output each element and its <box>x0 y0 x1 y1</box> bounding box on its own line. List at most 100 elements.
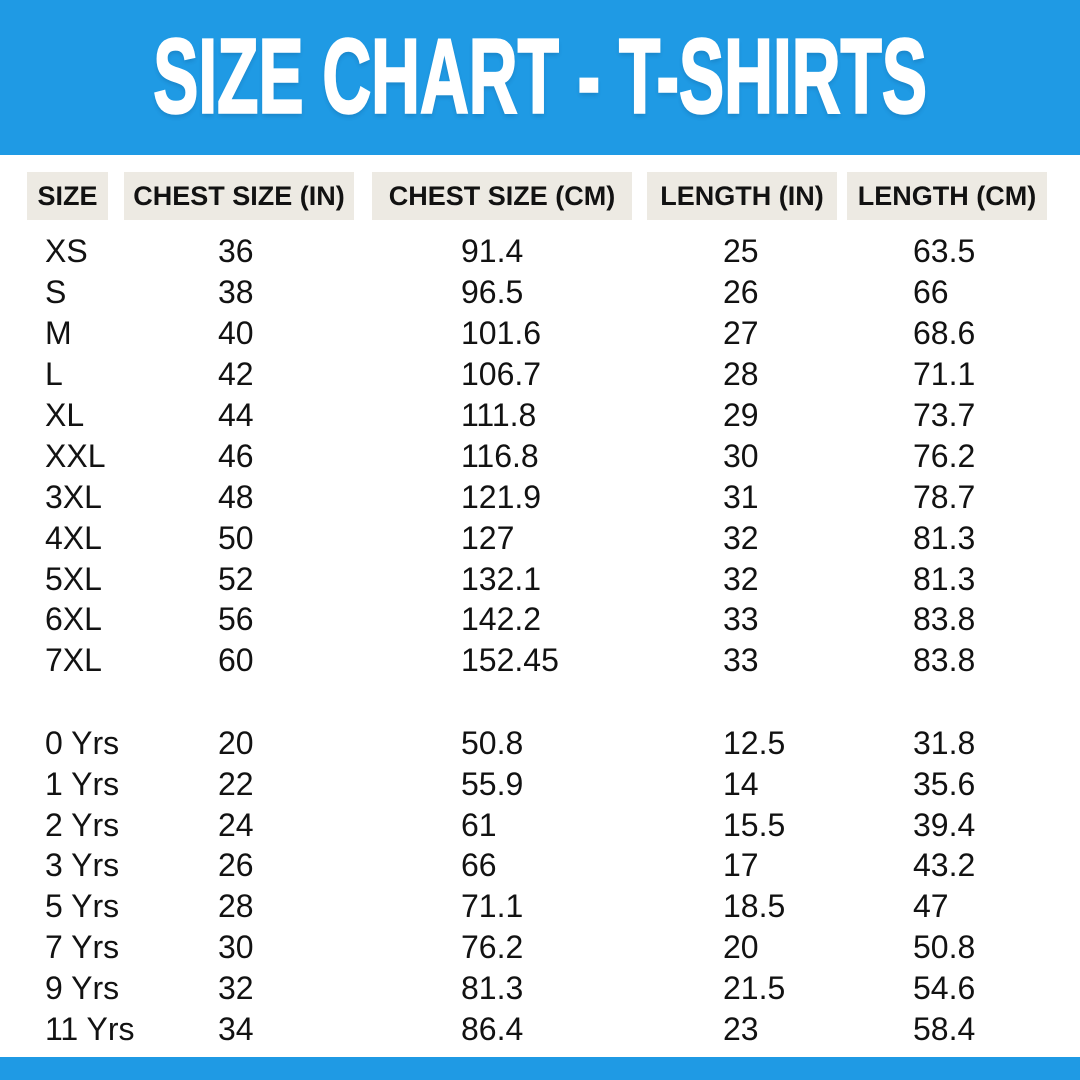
table-cell-chest-in: 44 <box>218 396 254 433</box>
table-cell-length-in: 21.5 <box>723 969 786 1006</box>
adult-sizes-section: XS 36 91.4 25 63.5 S 38 96.5 26 66 M 40 … <box>0 232 1080 682</box>
column-header-length-in: LENGTH (IN) <box>647 172 837 220</box>
table-cell-chest-in: 20 <box>218 724 254 761</box>
table-cell-size: XS <box>45 233 88 270</box>
table-cell-length-in: 27 <box>723 314 759 351</box>
table-cell-length-cm: 39.4 <box>913 806 976 843</box>
table-cell-length-in: 30 <box>723 437 759 474</box>
table-cell-chest-cm: 132.1 <box>461 560 542 597</box>
table-cell-chest-cm: 127 <box>461 519 515 556</box>
table-cell-length-cm: 54.6 <box>913 969 976 1006</box>
table-cell-size: M <box>45 314 72 351</box>
table-row: S 38 96.5 26 66 <box>0 273 1080 314</box>
table-row: 1 Yrs 22 55.9 14 35.6 <box>0 764 1080 805</box>
table-cell-length-cm: 83.8 <box>913 642 976 679</box>
table-cell-chest-in: 22 <box>218 765 254 802</box>
table-cell-length-in: 14 <box>723 765 759 802</box>
table-row: 5 Yrs 28 71.1 18.5 47 <box>0 887 1080 928</box>
table-cell-length-in: 12.5 <box>723 724 786 761</box>
table-cell-size: XXL <box>45 437 106 474</box>
table-cell-chest-in: 52 <box>218 560 254 597</box>
table-row: 7 Yrs 30 76.2 20 50.8 <box>0 928 1080 969</box>
table-cell-length-in: 28 <box>723 355 759 392</box>
table-cell-length-cm: 81.3 <box>913 560 976 597</box>
table-cell-length-in: 33 <box>723 642 759 679</box>
table-cell-chest-in: 24 <box>218 806 254 843</box>
section-gap <box>0 682 1080 724</box>
table-cell-chest-in: 38 <box>218 274 254 311</box>
table-cell-chest-in: 46 <box>218 437 254 474</box>
table-row: 7XL 60 152.45 33 83.8 <box>0 641 1080 682</box>
table-cell-length-in: 32 <box>723 519 759 556</box>
table-cell-size: 11 Yrs <box>45 1010 135 1047</box>
table-cell-size: 3XL <box>45 478 102 515</box>
table-cell-chest-in: 26 <box>218 847 254 884</box>
table-row: 2 Yrs 24 61 15.5 39.4 <box>0 805 1080 846</box>
table-row: 6XL 56 142.2 33 83.8 <box>0 600 1080 641</box>
table-cell-length-cm: 66 <box>913 274 949 311</box>
table-cell-chest-in: 36 <box>218 233 254 270</box>
table-cell-chest-cm: 61 <box>461 806 497 843</box>
table-row: XXL 46 116.8 30 76.2 <box>0 436 1080 477</box>
table-cell-length-cm: 83.8 <box>913 601 976 638</box>
table-cell-size: 6XL <box>45 601 102 638</box>
table-cell-length-cm: 73.7 <box>913 396 976 433</box>
table-cell-length-in: 23 <box>723 1010 759 1047</box>
column-header-chest-cm: CHEST SIZE (CM) <box>372 172 632 220</box>
table-cell-length-in: 26 <box>723 274 759 311</box>
table-cell-chest-in: 28 <box>218 888 254 925</box>
table-cell-chest-in: 32 <box>218 969 254 1006</box>
column-header-chest-in: CHEST SIZE (IN) <box>124 172 354 220</box>
table-cell-size: 2 Yrs <box>45 806 120 843</box>
table-cell-length-cm: 81.3 <box>913 519 976 556</box>
table-cell-chest-cm: 121.9 <box>461 478 542 515</box>
table-cell-size: L <box>45 355 63 392</box>
table-cell-size: 1 Yrs <box>45 765 120 802</box>
table-cell-chest-in: 56 <box>218 601 254 638</box>
table-cell-length-in: 32 <box>723 560 759 597</box>
table-row: XL 44 111.8 29 73.7 <box>0 396 1080 437</box>
table-cell-length-cm: 71.1 <box>913 355 976 392</box>
table-cell-size: 0 Yrs <box>45 724 120 761</box>
kids-sizes-section: 0 Yrs 20 50.8 12.5 31.8 1 Yrs 22 55.9 14… <box>0 723 1080 1050</box>
table-cell-length-cm: 76.2 <box>913 437 976 474</box>
table-cell-chest-in: 30 <box>218 928 254 965</box>
table-row: 11 Yrs 34 86.4 23 58.4 <box>0 1010 1080 1051</box>
table-row: 3 Yrs 26 66 17 43.2 <box>0 846 1080 887</box>
table-cell-chest-cm: 116.8 <box>461 437 539 474</box>
table-cell-length-in: 17 <box>723 847 759 884</box>
table-cell-length-cm: 68.6 <box>913 314 976 351</box>
table-cell-size: S <box>45 274 67 311</box>
table-cell-length-in: 15.5 <box>723 806 786 843</box>
table-cell-length-cm: 50.8 <box>913 928 976 965</box>
table-row: 0 Yrs 20 50.8 12.5 31.8 <box>0 723 1080 764</box>
table-cell-chest-in: 40 <box>218 314 254 351</box>
table-cell-chest-cm: 71.1 <box>461 888 524 925</box>
table-cell-size: 3 Yrs <box>45 847 120 884</box>
table-row: L 42 106.7 28 71.1 <box>0 355 1080 396</box>
table-cell-size: XL <box>45 396 85 433</box>
table-row: 4XL 50 127 32 81.3 <box>0 518 1080 559</box>
table-cell-length-cm: 31.8 <box>913 724 976 761</box>
table-cell-size: 5XL <box>45 560 102 597</box>
table-cell-chest-in: 48 <box>218 478 254 515</box>
table-cell-chest-cm: 76.2 <box>461 928 524 965</box>
table-cell-length-in: 31 <box>723 478 759 515</box>
table-cell-chest-cm: 111.8 <box>461 396 537 433</box>
table-cell-chest-cm: 66 <box>461 847 497 884</box>
table-cell-chest-cm: 50.8 <box>461 724 524 761</box>
table-row: M 40 101.6 27 68.6 <box>0 314 1080 355</box>
table-row: 5XL 52 132.1 32 81.3 <box>0 559 1080 600</box>
table-cell-length-cm: 47 <box>913 888 949 925</box>
table-cell-length-cm: 58.4 <box>913 1010 976 1047</box>
table-cell-chest-cm: 142.2 <box>461 601 542 638</box>
table-cell-chest-cm: 86.4 <box>461 1010 524 1047</box>
table-cell-size: 7XL <box>45 642 102 679</box>
table-cell-length-cm: 78.7 <box>913 478 976 515</box>
table-row: XS 36 91.4 25 63.5 <box>0 232 1080 273</box>
table-cell-chest-in: 60 <box>218 642 254 679</box>
page-title: SIZE CHART - T-SHIRTS <box>152 17 927 138</box>
table-cell-chest-in: 34 <box>218 1010 254 1047</box>
table-cell-chest-cm: 101.6 <box>461 314 542 351</box>
